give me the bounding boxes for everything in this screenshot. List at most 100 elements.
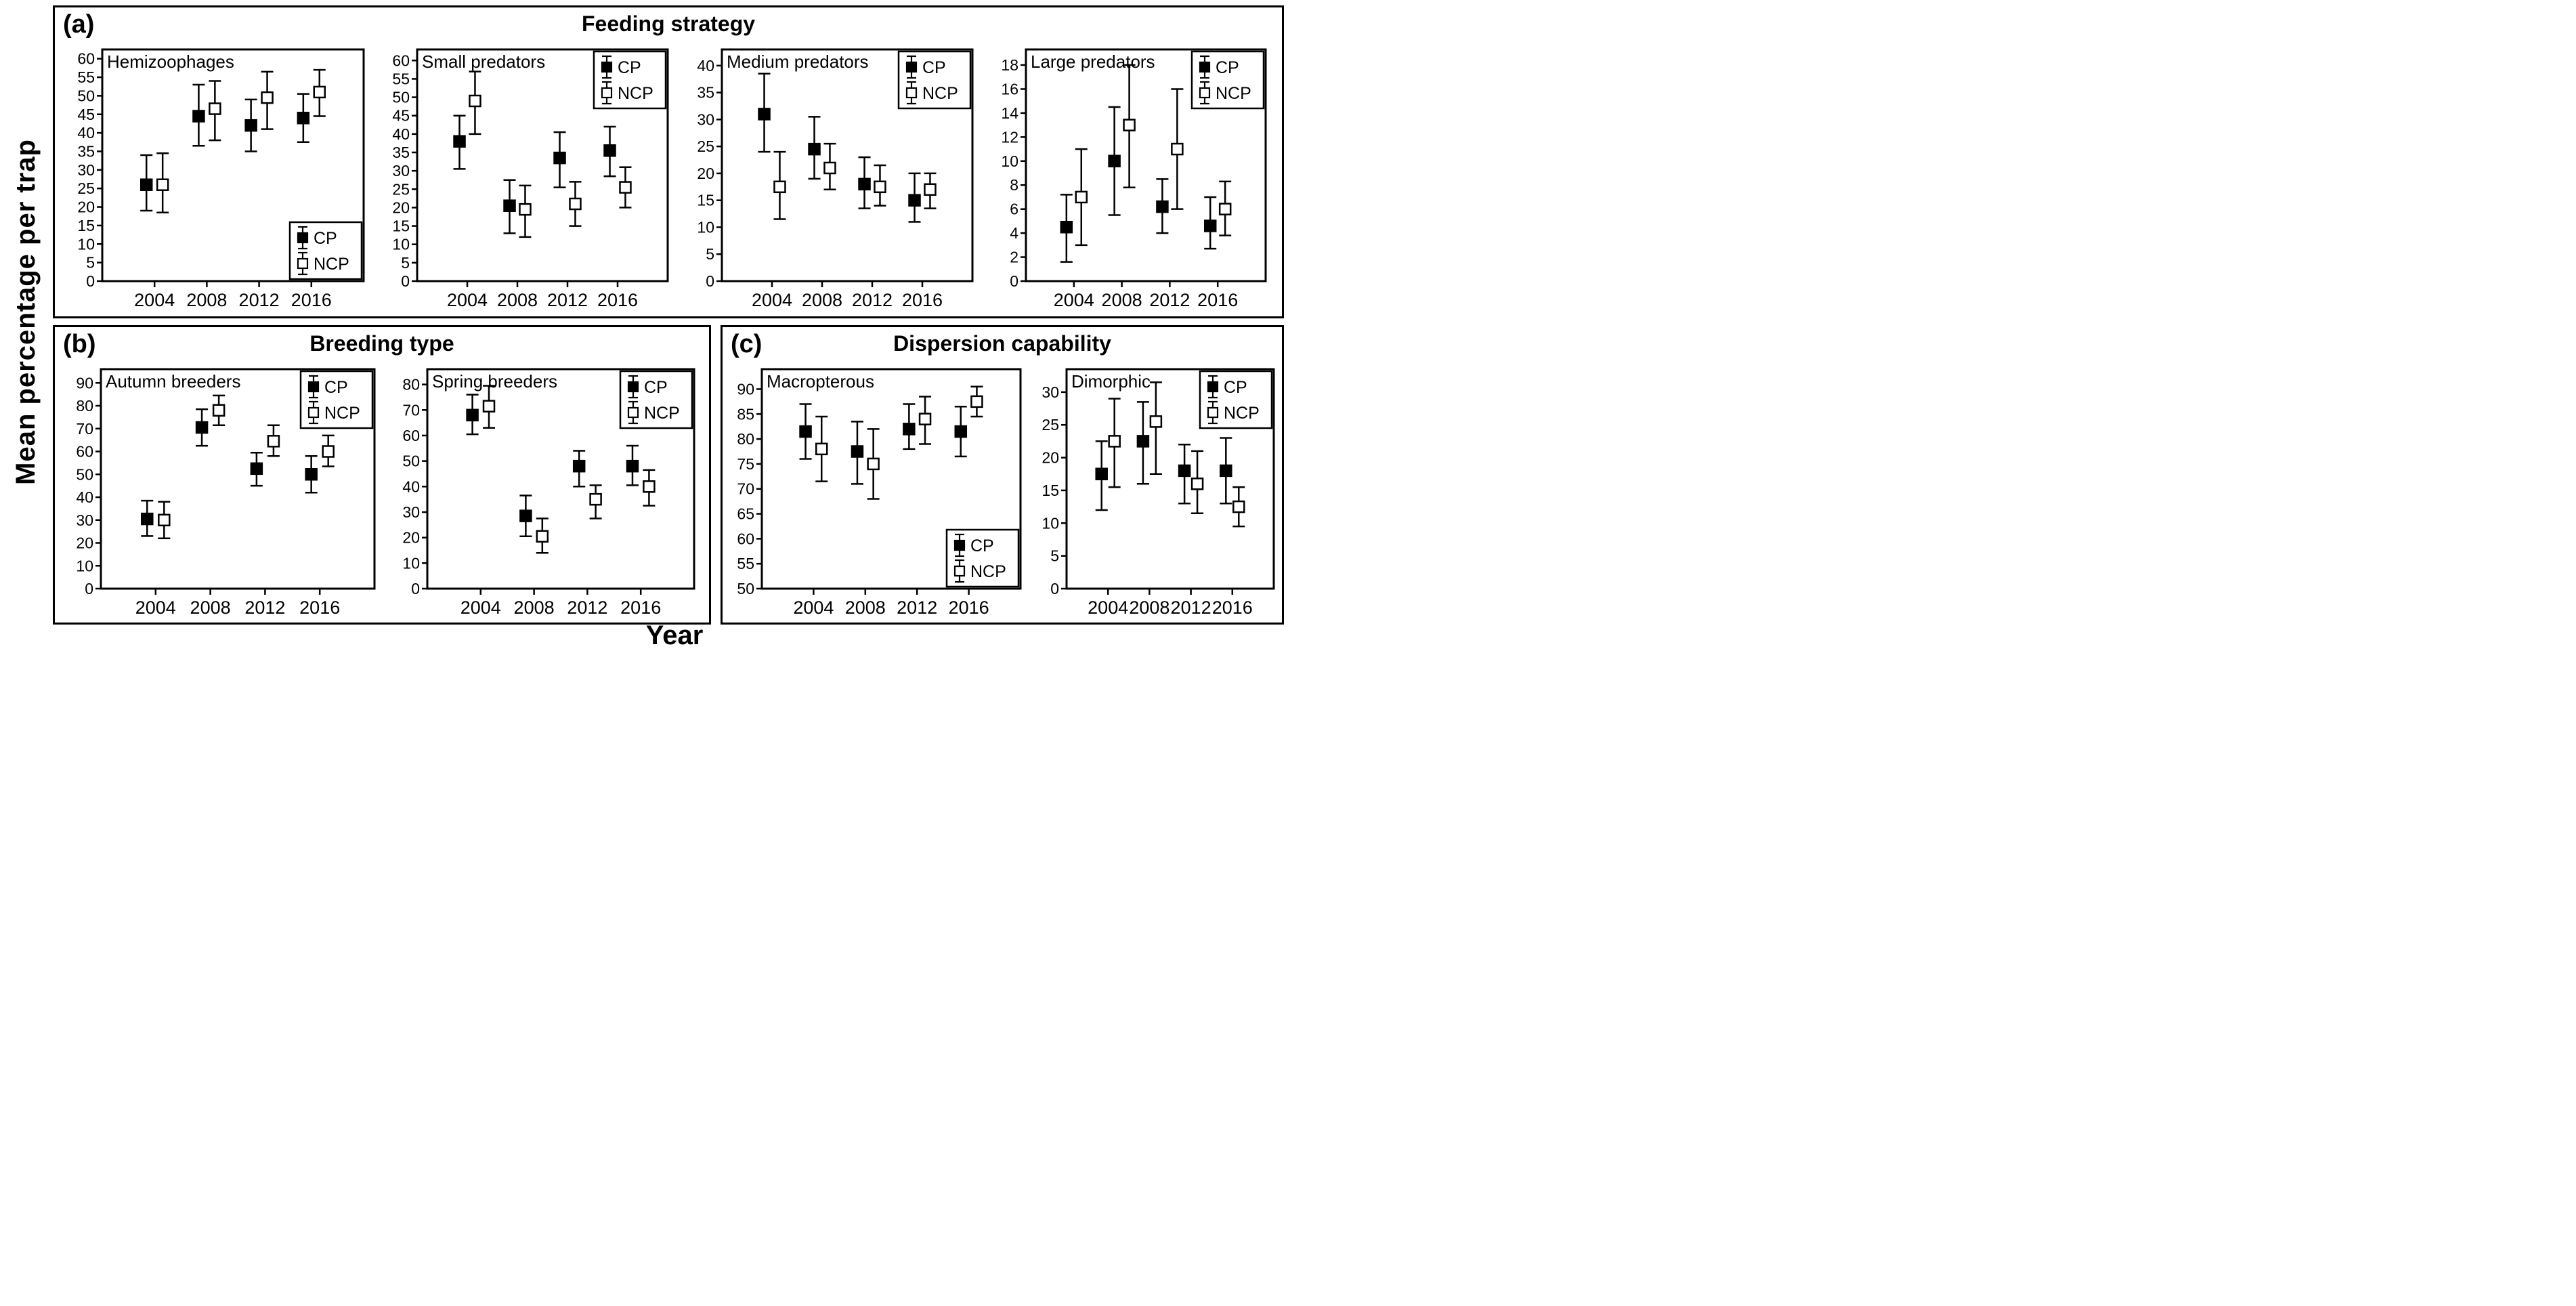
x-tick-label: 2004 xyxy=(135,597,176,618)
x-tick-label: 2008 xyxy=(802,290,842,310)
x-tick-label: 2016 xyxy=(597,290,638,310)
ncp-marker xyxy=(867,457,880,471)
y-tick-label: 70 xyxy=(402,401,420,419)
panel-breeding-type: (b) Breeding type 0 10 20 30 40 50 60 70 80 90 200… xyxy=(53,325,711,625)
ncp-marker xyxy=(212,404,226,417)
cp-marker xyxy=(626,459,639,473)
y-tick-label: 14 xyxy=(1002,104,1019,122)
x-tick-label: 2012 xyxy=(1150,290,1190,310)
panel-feeding-strategy: (a) Feeding strategy 0 5 10 15 20 25 30 35 40 45 5… xyxy=(53,5,1284,318)
y-tick-label: 0 xyxy=(706,272,714,290)
ncp-marker xyxy=(1123,119,1136,131)
x-tick-label: 2004 xyxy=(1054,290,1094,310)
y-tick-label: 75 xyxy=(737,455,754,473)
ncp-marker xyxy=(924,183,937,196)
ncp-marker xyxy=(918,413,932,425)
panel-dispersion-capability: (c) Dispersion capability 50 55 60 65 70 75 80… xyxy=(721,325,1284,625)
y-tick-label: 5 xyxy=(706,245,714,263)
y-tick-label: 40 xyxy=(77,124,95,142)
x-tick-label: 2012 xyxy=(547,290,588,310)
x-tick-label: 2004 xyxy=(793,597,834,618)
x-tick-label: 2008 xyxy=(1129,597,1169,618)
y-tick-label: 6 xyxy=(1010,201,1019,218)
y-tick-label: 45 xyxy=(393,107,410,125)
ncp-marker xyxy=(970,395,983,408)
y-tick-label: 60 xyxy=(77,50,95,68)
y-tick-label: 50 xyxy=(77,87,95,104)
cp-marker xyxy=(758,108,771,121)
y-tick-label: 50 xyxy=(737,580,754,597)
ncp-marker xyxy=(1190,478,1204,490)
ncp-marker xyxy=(260,91,274,104)
legend-cp-marker-icon xyxy=(307,381,320,393)
legend-box xyxy=(299,370,374,429)
ncp-marker xyxy=(1075,190,1088,204)
legend-ncp-label: NCP xyxy=(324,404,360,423)
cp-marker xyxy=(519,509,532,522)
x-tick-label: 2004 xyxy=(460,597,501,618)
cp-marker xyxy=(297,111,309,125)
ncp-marker xyxy=(815,442,828,456)
y-tick-label: 25 xyxy=(697,138,714,155)
x-tick-label: 2016 xyxy=(949,597,989,618)
legend-box xyxy=(288,221,362,280)
y-tick-label: 0 xyxy=(411,580,420,597)
legend-cp-marker-icon xyxy=(601,61,613,73)
x-tick-label: 2012 xyxy=(1171,597,1211,618)
y-tick-label: 50 xyxy=(402,452,420,470)
y-tick-label: 25 xyxy=(1042,416,1059,434)
y-tick-label: 55 xyxy=(737,555,754,572)
y-tick-label: 60 xyxy=(393,51,410,69)
legend-ncp-marker-icon xyxy=(307,406,320,419)
y-tick-label: 25 xyxy=(77,180,95,197)
y-tick-label: 15 xyxy=(1042,482,1059,499)
y-tick-label: 20 xyxy=(76,534,93,552)
y-tick-label: 18 xyxy=(1002,56,1019,74)
x-tick-label: 2012 xyxy=(567,597,607,618)
cp-marker xyxy=(1178,464,1191,478)
panel-b-charts-row: 0 10 20 30 40 50 60 70 80 90 2004 2008 2012 2016 Autum… xyxy=(55,364,709,623)
legend-box xyxy=(945,528,1020,588)
chart-medium-predators: 0 5 10 15 20 25 30 35 40 2004 2008 2012 2016 Medium p… xyxy=(684,44,979,316)
cp-marker xyxy=(1204,219,1217,232)
y-tick-label: 35 xyxy=(697,84,714,102)
y-tick-label: 10 xyxy=(393,236,410,253)
cp-marker xyxy=(572,459,586,473)
y-tick-label: 20 xyxy=(402,529,420,547)
legend-ncp-label: NCP xyxy=(1216,84,1251,103)
y-tick-label: 40 xyxy=(393,125,410,143)
y-tick-label: 85 xyxy=(737,405,754,423)
ncp-marker xyxy=(208,102,221,115)
y-tick-label: 30 xyxy=(697,110,714,128)
y-tick-label: 25 xyxy=(393,180,410,198)
x-tick-label: 2004 xyxy=(752,290,792,310)
panel-a-charts-row: 0 5 10 15 20 25 30 35 40 45 50 55 60 2004 2008 2012 2016… xyxy=(55,44,1282,316)
chart-dimorphic: 0 5 10 15 20 25 30 2004 2008 2012 2016 Dimorphic CP N… xyxy=(1029,364,1281,623)
y-tick-label: 55 xyxy=(77,68,95,86)
cp-marker xyxy=(1156,200,1169,213)
cp-marker xyxy=(851,445,864,458)
ncp-marker xyxy=(313,85,326,99)
x-tick-label: 2008 xyxy=(845,597,886,618)
subplot-title: Macropterous xyxy=(767,371,874,392)
y-axis-label-strip: Mean percentage per trap xyxy=(0,0,51,623)
y-tick-label: 45 xyxy=(77,106,95,123)
legend-cp-label: CP xyxy=(618,58,641,77)
legend-cp-label: CP xyxy=(970,536,994,555)
chart-svg-autumn-breeders: 0 10 20 30 40 50 60 70 80 90 2004 2008 2012 2016 Autum… xyxy=(76,368,376,618)
legend-cp-marker-icon xyxy=(905,61,917,73)
subplot-title: Small predators xyxy=(422,51,545,72)
x-tick-label: 2012 xyxy=(897,597,937,618)
subplot-title: Hemizoophages xyxy=(107,51,234,72)
cp-marker xyxy=(603,144,616,157)
y-tick-label: 80 xyxy=(402,376,420,394)
y-tick-label: 35 xyxy=(77,142,95,160)
cp-marker xyxy=(908,194,921,207)
cp-marker xyxy=(139,178,153,191)
legend-cp-marker-icon xyxy=(627,381,639,393)
y-tick-label: 4 xyxy=(1010,224,1019,242)
chart-hemizoophages: 0 5 10 15 20 25 30 35 40 45 50 55 60 2004 2008 2012 2016… xyxy=(64,44,370,316)
x-tick-label: 2016 xyxy=(291,290,331,310)
x-tick-label: 2008 xyxy=(497,290,538,310)
